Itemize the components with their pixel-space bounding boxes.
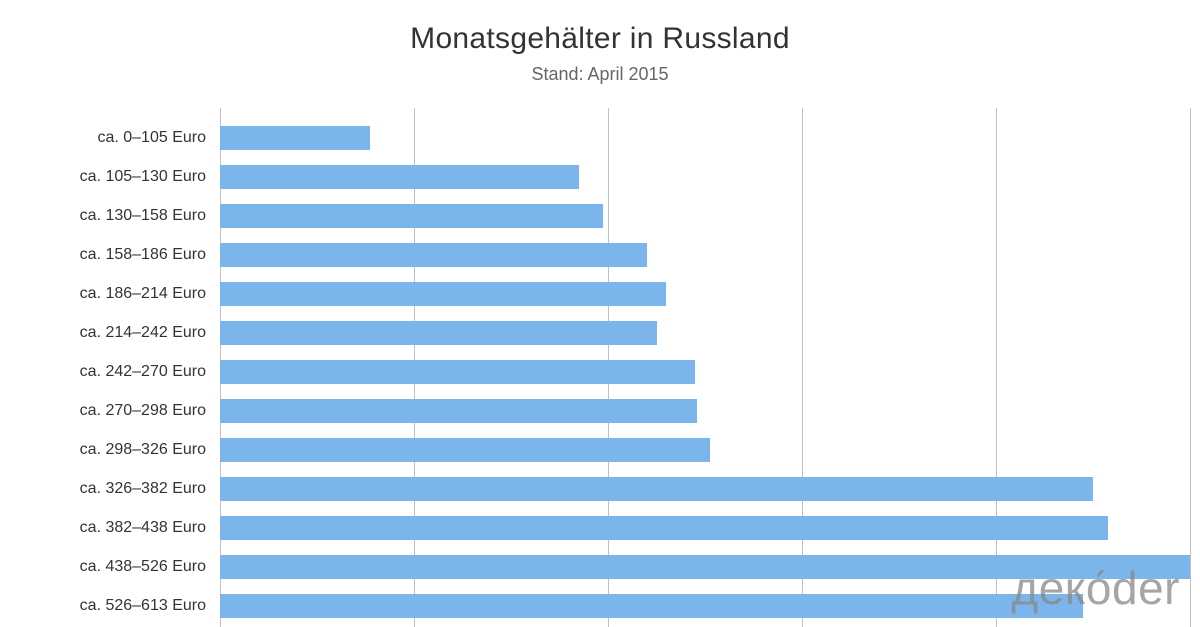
bar [220, 555, 1190, 579]
bar-row: ca. 130–158 Euro [40, 196, 1190, 235]
bar-track [220, 469, 1190, 508]
y-axis-label: ca. 214–242 Euro [40, 324, 220, 342]
bar-track [220, 313, 1190, 352]
y-axis-label: ca. 242–270 Euro [40, 363, 220, 381]
bar [220, 165, 579, 189]
y-axis-label: ca. 326–382 Euro [40, 480, 220, 498]
bar-track [220, 586, 1190, 625]
y-axis-label: ca. 186–214 Euro [40, 285, 220, 303]
bar [220, 360, 695, 384]
chart-container: Monatsgehälter in Russland Stand: April … [0, 0, 1200, 627]
y-axis-label: ca. 382–438 Euro [40, 519, 220, 537]
y-axis-label: ca. 158–186 Euro [40, 246, 220, 264]
y-axis-label: ca. 130–158 Euro [40, 207, 220, 225]
bar-track [220, 157, 1190, 196]
gridline [1190, 108, 1191, 627]
bar-track [220, 118, 1190, 157]
bar [220, 594, 1083, 618]
bar [220, 321, 657, 345]
chart-subtitle: Stand: April 2015 [0, 64, 1200, 85]
bar-track [220, 391, 1190, 430]
bar-row: ca. 158–186 Euro [40, 235, 1190, 274]
bar [220, 399, 697, 423]
bar-track [220, 430, 1190, 469]
bar [220, 438, 710, 462]
bar-track [220, 196, 1190, 235]
bar-row: ca. 242–270 Euro [40, 352, 1190, 391]
bar [220, 477, 1093, 501]
bar-row: ca. 214–242 Euro [40, 313, 1190, 352]
bar-row: ca. 438–526 Euro [40, 547, 1190, 586]
y-axis-label: ca. 438–526 Euro [40, 558, 220, 576]
bar [220, 282, 666, 306]
bar-track [220, 352, 1190, 391]
bar [220, 516, 1108, 540]
bar-row: ca. 326–382 Euro [40, 469, 1190, 508]
bar-track [220, 547, 1190, 586]
plot-area: ca. 0–105 Euro ca. 105–130 Euro ca. 130–15… [40, 108, 1190, 627]
bar [220, 243, 647, 267]
bar-row: ca. 270–298 Euro [40, 391, 1190, 430]
bar-track [220, 274, 1190, 313]
chart-title: Monatsgehälter in Russland [0, 0, 1200, 56]
y-axis-label: ca. 526–613 Euro [40, 597, 220, 615]
bar-row: ca. 186–214 Euro [40, 274, 1190, 313]
y-axis-label: ca. 298–326 Euro [40, 441, 220, 459]
bar [220, 204, 603, 228]
bar-row: ca. 298–326 Euro [40, 430, 1190, 469]
bar-track [220, 235, 1190, 274]
bar-row: ca. 105–130 Euro [40, 157, 1190, 196]
bar-row: ca. 382–438 Euro [40, 508, 1190, 547]
y-axis-label: ca. 0–105 Euro [40, 129, 220, 147]
bar [220, 126, 370, 150]
bar-track [220, 508, 1190, 547]
bar-row: ca. 0–105 Euro [40, 118, 1190, 157]
bar-row: ca. 526–613 Euro [40, 586, 1190, 625]
bars-layer: ca. 0–105 Euro ca. 105–130 Euro ca. 130–15… [40, 118, 1190, 625]
y-axis-label: ca. 105–130 Euro [40, 168, 220, 186]
y-axis-label: ca. 270–298 Euro [40, 402, 220, 420]
